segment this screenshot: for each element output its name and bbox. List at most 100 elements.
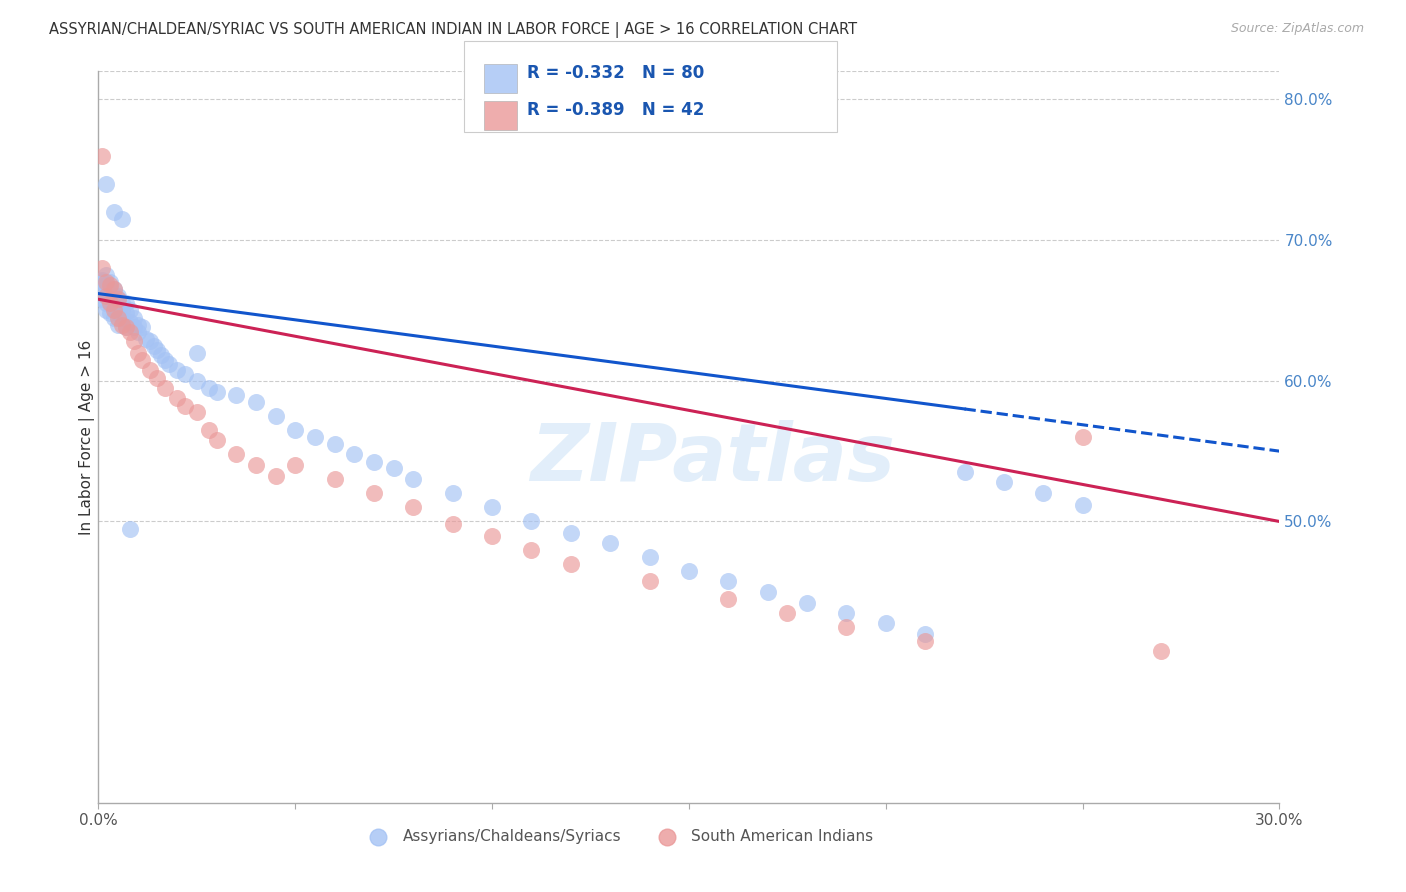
Point: [205, 433, 228, 447]
Point: [402, 472, 425, 486]
Point: [402, 500, 425, 515]
Point: [122, 310, 145, 325]
Point: [441, 517, 464, 532]
Point: [118, 315, 141, 329]
Point: [1032, 486, 1054, 500]
Point: [107, 306, 129, 320]
Point: [441, 486, 464, 500]
Point: [363, 486, 385, 500]
Point: [835, 606, 858, 620]
Point: [127, 345, 149, 359]
Point: [91, 261, 114, 276]
Point: [96, 177, 118, 191]
Point: [96, 296, 118, 310]
Point: [111, 310, 134, 325]
Point: [91, 292, 114, 306]
Point: [520, 542, 543, 557]
Point: [323, 437, 346, 451]
Point: [914, 634, 936, 648]
Point: [174, 367, 197, 381]
Point: [107, 292, 129, 306]
Point: [96, 285, 118, 300]
Point: [174, 399, 197, 413]
Point: [98, 296, 121, 310]
Point: [122, 334, 145, 349]
Point: [560, 557, 582, 571]
Point: [343, 447, 366, 461]
Point: [245, 395, 267, 409]
Point: [107, 289, 129, 303]
Point: [103, 289, 125, 303]
Point: [205, 385, 228, 400]
Point: [98, 289, 121, 303]
Point: [103, 301, 125, 315]
Point: [481, 500, 503, 515]
Point: [122, 320, 145, 334]
Point: [96, 268, 118, 283]
Point: [835, 620, 858, 634]
Point: [155, 381, 177, 395]
Point: [146, 343, 169, 357]
Point: [138, 362, 160, 376]
Point: [382, 461, 405, 475]
Point: [638, 574, 661, 588]
Point: [98, 276, 121, 290]
Point: [166, 362, 188, 376]
Point: [284, 458, 307, 473]
Point: [115, 320, 138, 334]
Point: [520, 515, 543, 529]
Point: [115, 320, 138, 334]
Point: [91, 276, 114, 290]
Point: [96, 303, 118, 318]
Legend: Assyrians/Chaldeans/Syriacs, South American Indians: Assyrians/Chaldeans/Syriacs, South Ameri…: [357, 822, 880, 850]
Point: [993, 475, 1015, 489]
Point: [118, 521, 141, 535]
Point: [103, 282, 125, 296]
Point: [96, 276, 118, 290]
Point: [717, 574, 740, 588]
Point: [776, 606, 799, 620]
Point: [599, 535, 621, 549]
Point: [98, 282, 121, 296]
Point: [186, 374, 208, 388]
Point: [131, 352, 153, 367]
Point: [225, 447, 247, 461]
Point: [98, 278, 121, 293]
Point: [142, 339, 165, 353]
Point: [146, 371, 169, 385]
Point: [678, 564, 700, 578]
Point: [96, 278, 118, 293]
Point: [111, 318, 134, 332]
Point: [1071, 430, 1094, 444]
Point: [304, 430, 326, 444]
Point: [111, 296, 134, 310]
Point: [115, 306, 138, 320]
Point: [1071, 498, 1094, 512]
Point: [197, 381, 219, 395]
Point: [323, 472, 346, 486]
Point: [560, 525, 582, 540]
Point: [131, 320, 153, 334]
Point: [91, 149, 114, 163]
Point: [107, 310, 129, 325]
Point: [135, 332, 157, 346]
Point: [118, 303, 141, 318]
Point: [717, 591, 740, 606]
Point: [96, 289, 118, 303]
Point: [953, 465, 976, 479]
Point: [796, 596, 818, 610]
Point: [875, 615, 897, 630]
Point: [98, 296, 121, 310]
Point: [245, 458, 267, 473]
Point: [111, 212, 134, 227]
Point: [264, 469, 287, 483]
Point: [103, 205, 125, 219]
Point: [138, 334, 160, 349]
Point: [638, 549, 661, 564]
Point: [914, 627, 936, 641]
Point: [225, 388, 247, 402]
Point: [107, 318, 129, 332]
Text: ZIPatlas: ZIPatlas: [530, 420, 896, 498]
Point: [150, 349, 173, 363]
Point: [155, 352, 177, 367]
